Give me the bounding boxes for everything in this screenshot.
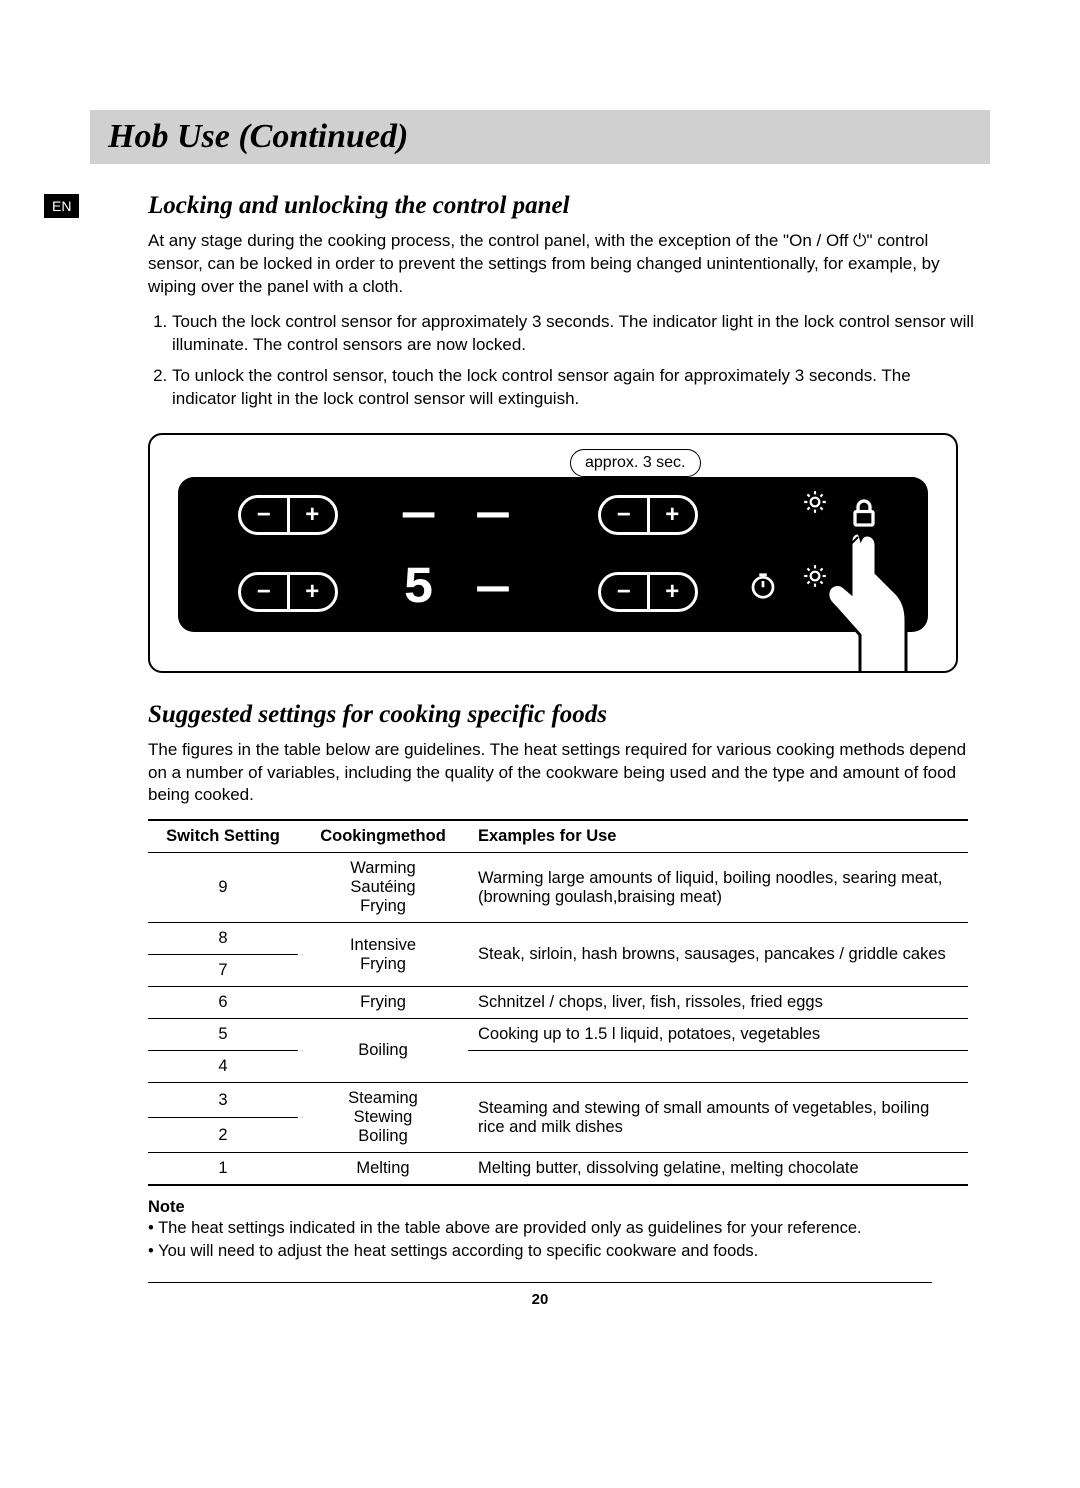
callout-label: approx. 3 sec. [570,449,701,477]
display-bottom: 5 — [403,559,515,618]
table-row: 4 [148,1051,968,1083]
table-row: 5 Boiling Cooking up to 1.5 l liquid, po… [148,1019,968,1051]
plus-icon: + [650,575,696,609]
zone-minus-plus-button: −+ [238,572,338,612]
section-intro-settings: The figures in the table below are guide… [148,739,978,808]
timer-icon [748,571,778,606]
section-heading-settings: Suggested settings for cooking specific … [148,701,978,729]
plus-icon: + [290,575,336,609]
table-row: 8 Intensive Frying Steak, sirloin, hash … [148,923,968,955]
col-header: Examples for Use [468,820,968,853]
section-intro-locking: At any stage during the cooking process,… [148,230,978,299]
hand-pointer-icon [798,515,918,673]
table-row: 1 Melting Melting butter, dissolving gel… [148,1153,968,1186]
table-row: 9 Warming Sautéing Frying Warming large … [148,853,968,923]
page-header: Hob Use (Continued) [90,110,990,164]
note-heading: Note [148,1198,978,1217]
col-header: Switch Setting [148,820,298,853]
display-top: — — [403,485,515,544]
minus-icon: − [241,498,287,532]
table-row: 6 Frying Schnitzel / chops, liver, fish,… [148,987,968,1019]
minus-icon: − [601,498,647,532]
steps-list: Touch the lock control sensor for approx… [148,311,978,411]
plus-icon: + [290,498,336,532]
zone-minus-plus-button: −+ [598,572,698,612]
control-panel-diagram: approx. 3 sec. −+ −+ −+ −+ — — 5 — [148,433,958,673]
note-item: You will need to adjust the heat setting… [148,1240,978,1262]
minus-icon: − [601,575,647,609]
note-item: The heat settings indicated in the table… [148,1217,978,1239]
language-badge: EN [44,194,79,218]
col-header: Cookingmethod [298,820,468,853]
step-item: Touch the lock control sensor for approx… [172,311,978,357]
table-row: 3 Steaming Stewing Boiling Steaming and … [148,1083,968,1118]
page-title: Hob Use (Continued) [108,118,972,156]
step-item: To unlock the control sensor, touch the … [172,365,978,411]
zone-minus-plus-button: −+ [598,495,698,535]
section-heading-locking: Locking and unlocking the control panel [148,192,978,220]
footer-rule [148,1282,932,1283]
settings-table: Switch Setting Cookingmethod Examples fo… [148,819,968,1186]
note-block: Note The heat settings indicated in the … [148,1198,978,1262]
plus-icon: + [650,498,696,532]
minus-icon: − [241,575,287,609]
page-number: 20 [102,1291,978,1308]
zone-minus-plus-button: −+ [238,495,338,535]
